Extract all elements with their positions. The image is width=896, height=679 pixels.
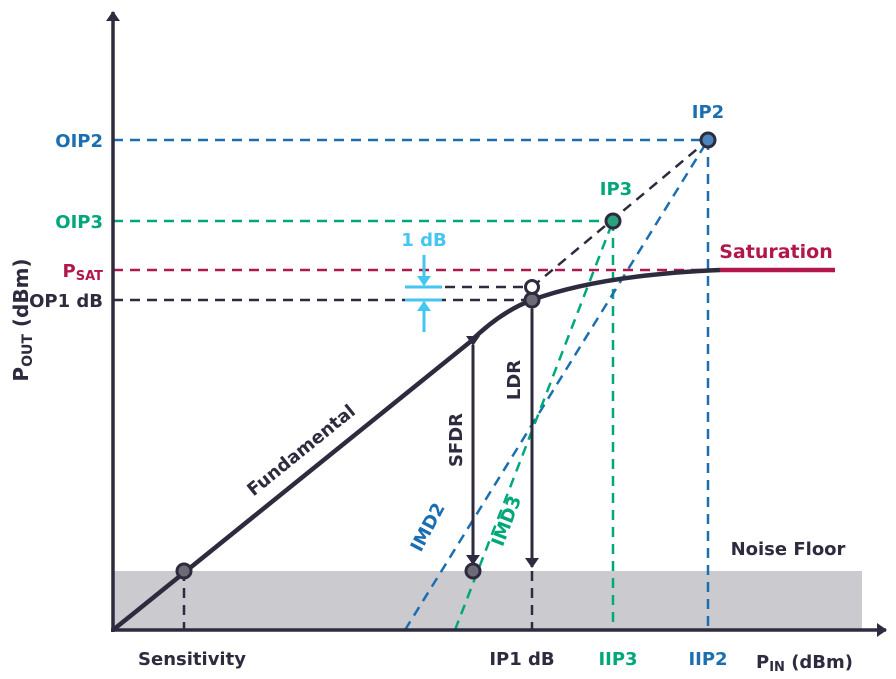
fundamental-label: Fundamental: [243, 401, 359, 501]
ip1db-label: IP1 dB: [489, 649, 554, 670]
y-axis-label: POUT (dBm): [9, 258, 36, 381]
saturation-label: Saturation: [719, 241, 832, 263]
imd3-label: IMD3: [488, 493, 526, 549]
sfdr-label: SFDR: [446, 413, 467, 467]
sensitivity-label: Sensitivity: [138, 649, 246, 670]
ldr-label: LDR: [504, 360, 525, 400]
imd3-line: [453, 220, 615, 631]
ip2-point: [699, 131, 717, 149]
imd2-line: [403, 139, 710, 631]
x-axis-label: PIN (dBm): [756, 652, 853, 675]
ip2-label: IP2: [692, 102, 724, 123]
fundamental-curve: [111, 267, 721, 632]
one-db-label: 1 dB: [401, 230, 446, 251]
op1db-label: OP1 dB: [29, 291, 103, 312]
oip2-label: OIP2: [55, 131, 103, 152]
oip3-label: OIP3: [55, 212, 103, 233]
noise-floor-band: [113, 571, 862, 630]
imd2-label: IMD2: [407, 499, 450, 555]
noise-floor-label: Noise Floor: [731, 539, 846, 560]
fundamental-extrapolation: [531, 139, 709, 288]
ip3-point: [604, 212, 622, 230]
noise-imd-point: [464, 562, 482, 580]
extrapolated-point: [524, 279, 540, 295]
sensitivity-point: [175, 562, 193, 580]
ip3-label: IP3: [600, 179, 632, 200]
op1db-point: [523, 291, 541, 309]
psat-label: PSAT: [63, 261, 104, 284]
one-db-marker: [405, 255, 442, 332]
iip3-label: IIP3: [598, 649, 637, 670]
iip2-label: IIP2: [688, 649, 727, 670]
